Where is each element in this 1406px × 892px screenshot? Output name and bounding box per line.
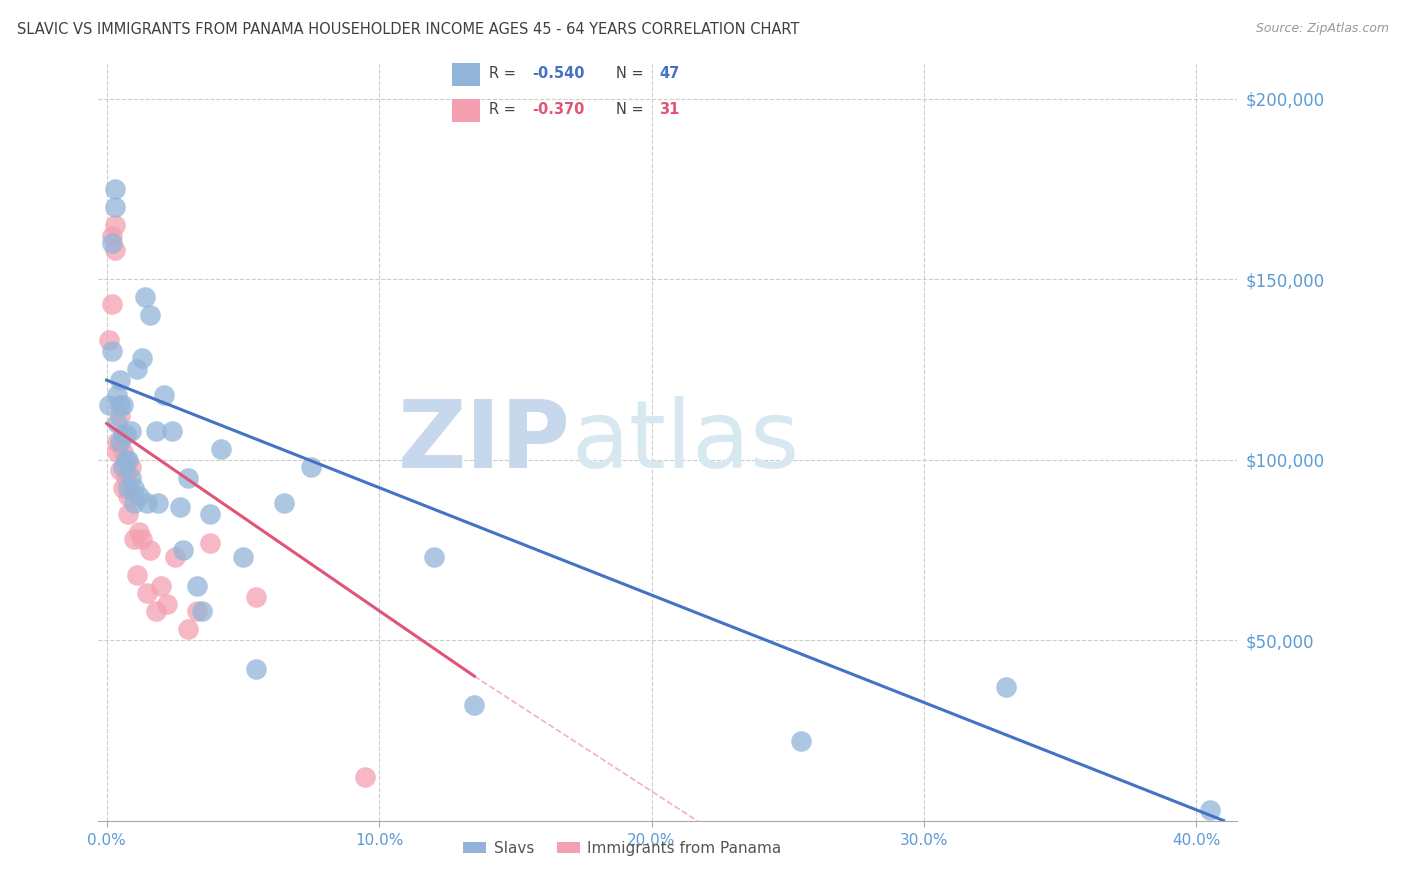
Point	[120, 459, 142, 474]
Point	[131, 532, 153, 546]
Point	[104, 243, 127, 257]
Point	[98, 399, 121, 413]
Point	[790, 734, 813, 748]
FancyBboxPatch shape	[451, 63, 481, 87]
Text: R =: R =	[489, 102, 520, 117]
Point	[110, 409, 132, 424]
Point	[191, 604, 214, 618]
Point	[145, 604, 167, 618]
Point	[198, 507, 221, 521]
FancyBboxPatch shape	[451, 99, 481, 122]
Point	[463, 698, 485, 712]
Text: 47: 47	[659, 67, 679, 81]
Point	[994, 680, 1017, 694]
Point	[101, 297, 124, 311]
Point	[128, 489, 150, 503]
Point	[104, 200, 127, 214]
Point	[148, 496, 170, 510]
Point	[273, 496, 295, 510]
Point	[110, 434, 132, 449]
Point	[120, 470, 142, 484]
Point	[163, 550, 186, 565]
Point	[232, 550, 254, 565]
Text: atlas: atlas	[571, 395, 799, 488]
Point	[107, 387, 129, 401]
Point	[177, 470, 200, 484]
Text: Source: ZipAtlas.com: Source: ZipAtlas.com	[1256, 22, 1389, 36]
Point	[101, 228, 124, 243]
Point	[125, 568, 148, 582]
Text: R =: R =	[489, 67, 520, 81]
Point	[111, 427, 134, 442]
Point	[114, 470, 136, 484]
Point	[1199, 803, 1222, 817]
Point	[101, 235, 124, 250]
Point	[107, 445, 129, 459]
Point	[139, 308, 162, 322]
Point	[354, 770, 377, 784]
Point	[110, 399, 132, 413]
Text: N =: N =	[616, 102, 648, 117]
Point	[122, 482, 145, 496]
Point	[136, 586, 159, 600]
Text: -0.370: -0.370	[533, 102, 585, 117]
Point	[107, 434, 129, 449]
Point	[145, 424, 167, 438]
Point	[209, 442, 232, 456]
Point	[104, 218, 127, 232]
Point	[110, 463, 132, 477]
Point	[122, 496, 145, 510]
Text: -0.540: -0.540	[533, 67, 585, 81]
Point	[101, 344, 124, 359]
Point	[245, 590, 267, 604]
Point	[150, 579, 173, 593]
Point	[153, 387, 176, 401]
Point	[104, 182, 127, 196]
Text: SLAVIC VS IMMIGRANTS FROM PANAMA HOUSEHOLDER INCOME AGES 45 - 64 YEARS CORRELATI: SLAVIC VS IMMIGRANTS FROM PANAMA HOUSEHO…	[17, 22, 799, 37]
Text: N =: N =	[616, 67, 648, 81]
Point	[131, 351, 153, 366]
Point	[110, 373, 132, 387]
Point	[111, 445, 134, 459]
Point	[117, 452, 139, 467]
Point	[111, 459, 134, 474]
Legend: Slavs, Immigrants from Panama: Slavs, Immigrants from Panama	[457, 835, 787, 863]
Point	[422, 550, 444, 565]
Point	[160, 424, 183, 438]
Point	[98, 334, 121, 348]
Point	[117, 507, 139, 521]
Point	[107, 417, 129, 431]
Point	[186, 579, 208, 593]
Point	[186, 604, 208, 618]
Point	[169, 500, 191, 514]
Point	[139, 542, 162, 557]
Point	[128, 524, 150, 539]
Point	[134, 290, 156, 304]
Text: 31: 31	[659, 102, 679, 117]
Point	[299, 459, 322, 474]
Point	[245, 662, 267, 676]
Point	[122, 532, 145, 546]
Point	[177, 622, 200, 636]
Point	[114, 459, 136, 474]
Point	[111, 482, 134, 496]
Point	[117, 482, 139, 496]
Point	[117, 489, 139, 503]
Point	[198, 535, 221, 549]
Point	[120, 424, 142, 438]
Point	[136, 496, 159, 510]
Point	[111, 399, 134, 413]
Point	[114, 427, 136, 442]
Point	[114, 452, 136, 467]
Point	[155, 597, 177, 611]
Text: ZIP: ZIP	[398, 395, 571, 488]
Point	[172, 542, 194, 557]
Point	[125, 362, 148, 376]
